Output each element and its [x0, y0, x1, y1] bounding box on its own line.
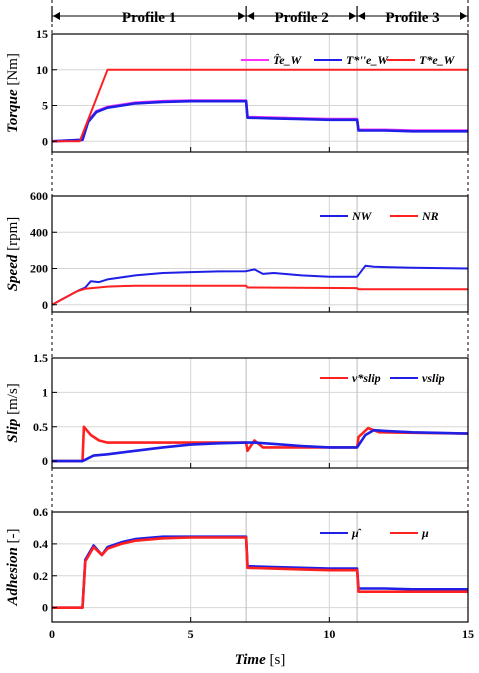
y-tick-label: 0.4 — [33, 537, 48, 551]
legend-label: NW — [351, 209, 373, 223]
y-axis-label: Torque [Nm] — [5, 53, 21, 133]
x-axis-label: Time [s] — [235, 652, 286, 668]
x-tick-label: 10 — [323, 627, 335, 641]
y-axis-label: Adhesion [-] — [5, 528, 21, 606]
y-tick-label: 1 — [42, 385, 48, 399]
x-tick-label: 0 — [49, 627, 55, 641]
arrow-left-head — [247, 12, 255, 20]
profile-label: Profile 1 — [122, 10, 176, 26]
legend-label: T*''e_W — [346, 53, 389, 67]
axis-frame — [51, 33, 469, 153]
legend-label: μ — [421, 526, 429, 540]
series-line-red — [52, 284, 468, 306]
y-tick-label: 0 — [42, 454, 48, 468]
y-tick-label: 15 — [36, 27, 48, 41]
series-line-blue — [52, 264, 468, 306]
y-axis-label: Slip [m/s] — [5, 383, 21, 443]
series-line-blue — [52, 99, 468, 143]
y-tick-label: 10 — [36, 63, 48, 77]
x-tick-label: 5 — [188, 627, 194, 641]
y-axis-label: Speed [rpm] — [5, 217, 21, 292]
series-line-blue — [52, 428, 468, 463]
legend-label: NR — [421, 209, 439, 223]
profile-label: Profile 2 — [274, 10, 328, 26]
subplot-4: 0 0.2 0.4 0.6 Adhesion [-] μ̂ μ — [5, 505, 469, 623]
legend-label: v*slip — [352, 371, 381, 385]
subplot-1: 0 5 10 15 Torque [Nm] T̂e_W T*''e_W T*e_W — [5, 27, 469, 153]
legend-label: μ̂ — [351, 526, 362, 540]
y-tick-label: 0 — [42, 134, 48, 148]
legend-label: T̂e_W — [273, 53, 303, 67]
series-line-red — [52, 536, 468, 609]
legend-label: vslip — [422, 371, 445, 385]
series-line-red — [52, 425, 468, 463]
profile-label: Profile 3 — [385, 10, 439, 26]
axis-frame — [51, 195, 469, 313]
y-tick-label: 200 — [30, 262, 48, 276]
y-tick-label: 0 — [42, 298, 48, 312]
y-tick-label: 600 — [30, 189, 48, 203]
axis-frame — [51, 511, 469, 623]
subplot-3: 0 0.5 1 1.5 Slip [m/s] v*slip vslip — [5, 351, 469, 469]
y-tick-label: 0.6 — [33, 505, 48, 519]
arrow-left-head — [358, 12, 366, 20]
y-tick-label: 1.5 — [33, 351, 48, 365]
x-tick-label: 15 — [462, 627, 474, 641]
arrow-right-head — [460, 12, 467, 20]
subplot-2: 0 200 400 600 Speed [rpm] NW NR — [5, 189, 469, 313]
y-tick-label: 400 — [30, 225, 48, 239]
axis-frame — [51, 357, 469, 469]
y-tick-label: 0.5 — [33, 420, 48, 434]
arrow-right-head — [238, 12, 246, 20]
legend-label: T*e_W — [419, 53, 456, 67]
y-tick-label: 0.2 — [33, 569, 48, 583]
y-tick-label: 5 — [42, 99, 48, 113]
arrow-right-head — [349, 12, 357, 20]
arrow-left-head — [53, 12, 60, 20]
y-tick-label: 0 — [42, 601, 48, 615]
series-line-red — [52, 68, 468, 143]
